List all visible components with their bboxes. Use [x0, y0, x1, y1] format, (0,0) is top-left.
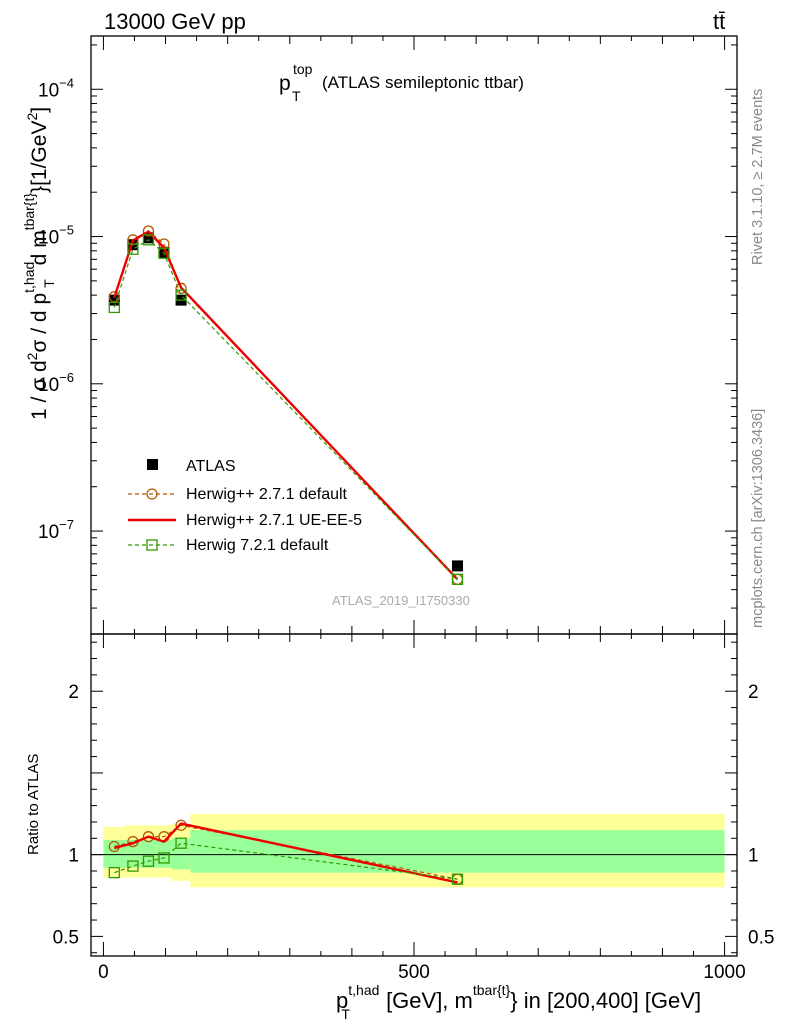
main-y-tick-label: 10−5	[38, 223, 74, 249]
herwig7-default-ratio-point	[142, 855, 155, 867]
ratio-y-tick-label: 1	[68, 846, 79, 867]
main-series	[108, 225, 464, 586]
plot-title-text: (ATLAS semileptonic ttbar)	[322, 73, 524, 92]
plot-title-subscript: T	[292, 88, 301, 104]
ratio-series-line	[113, 822, 458, 884]
legend-label-atlas: ATLAS	[186, 458, 236, 475]
x-axis-label: pt,had T [GeV], mtbar{t}} in [200,400] [G…	[336, 982, 701, 1022]
ratio-plot-frame	[90, 633, 738, 957]
inner-band-bin	[171, 838, 191, 870]
legend-label-herwigpp-ueee5: Herwig++ 2.7.1 UE-EE-5	[186, 512, 362, 529]
herwigpp-default-point	[142, 225, 155, 237]
main-series-line	[113, 230, 459, 581]
legend-label-herwigpp-default: Herwig++ 2.7.1 default	[186, 486, 348, 503]
legend: ATLAS Herwig++ 2.7.1 default Herwig++ 2.…	[128, 458, 362, 554]
ratio-y-axis-label: Ratio to ATLAS	[25, 754, 42, 855]
main-y-axis-label: 1 / σ d2σ / d pt,had T d mtbar{t}}[1/GeV2…	[21, 107, 57, 420]
atlas-data-point	[142, 232, 154, 244]
plot-title-p: p	[279, 72, 291, 95]
legend-marker-herwigpp-default	[146, 488, 158, 500]
herwig7-default-point	[142, 234, 155, 246]
inner-band-bin	[190, 830, 725, 873]
herwig7-default-ratio-point	[158, 852, 170, 864]
legend-marker-herwig7-default	[146, 539, 158, 551]
header-process-label: tt̄	[713, 9, 725, 34]
herwigpp-default-point	[108, 291, 120, 303]
header-energy-label: 13000 GeV pp	[104, 9, 246, 34]
main-series-line	[113, 239, 458, 580]
ratio-y-tick-label-right: 1	[748, 846, 759, 867]
atlas-data-point	[108, 294, 120, 306]
main-y-tick-label: 10−4	[38, 75, 74, 101]
ratio-uncertainty-bands	[103, 813, 725, 888]
inner-band-bin	[140, 839, 157, 868]
herwig7-default-ratio-point	[108, 866, 120, 879]
herwig7-default-ratio-point	[451, 873, 464, 885]
plot-title: p top T (ATLAS semileptonic ttbar)	[279, 61, 524, 104]
legend-label-herwig7-default: Herwig 7.2.1 default	[186, 537, 329, 554]
x-tick-label: 0	[98, 962, 109, 983]
rivet-version-label: Rivet 3.1.10, ≥ 2.7M events	[750, 89, 766, 265]
inner-band-bin	[156, 839, 172, 868]
herwig7-default-point	[127, 243, 139, 255]
x-tick-label: 1000	[703, 962, 745, 983]
main-y-tick-label: 10−7	[38, 517, 74, 543]
herwig7-default-ratio-point	[127, 860, 139, 872]
axes: 10−7 10−6 10−5 10−4 0.5 0.5 1 1 2 2 0 500 1000	[38, 36, 774, 983]
main-y-tick-label: 10−6	[38, 370, 74, 396]
legend-marker-atlas	[147, 459, 158, 470]
atlas-data-point	[451, 560, 463, 572]
herwigpp-default-point	[175, 282, 187, 294]
atlas-data-point	[158, 246, 170, 258]
ratio-series-line	[114, 824, 458, 880]
herwig7-default-point	[108, 301, 120, 314]
x-tick-label: 500	[398, 962, 430, 983]
herwigpp-default-ratio-point	[142, 831, 155, 843]
herwig7-default-point	[451, 573, 464, 586]
ratio-series-line	[114, 842, 458, 880]
ratio-y-tick-label-right: 2	[748, 682, 759, 703]
ratio-series	[108, 819, 464, 885]
ratio-y-tick-label: 2	[68, 682, 79, 703]
ratio-y-tick-label: 0.5	[53, 927, 79, 948]
ratio-y-tick-label-right: 0.5	[748, 927, 774, 948]
herwig7-default-point	[175, 289, 187, 301]
plot-title-superscript: top	[293, 61, 313, 77]
mcplots-label: mcplots.cern.ch [arXiv:1306.3436]	[750, 409, 766, 628]
analysis-watermark: ATLAS_2019_I1750330	[332, 593, 470, 608]
herwig7-default-ratio-point	[175, 837, 187, 849]
herwig7-default-point	[158, 247, 170, 259]
